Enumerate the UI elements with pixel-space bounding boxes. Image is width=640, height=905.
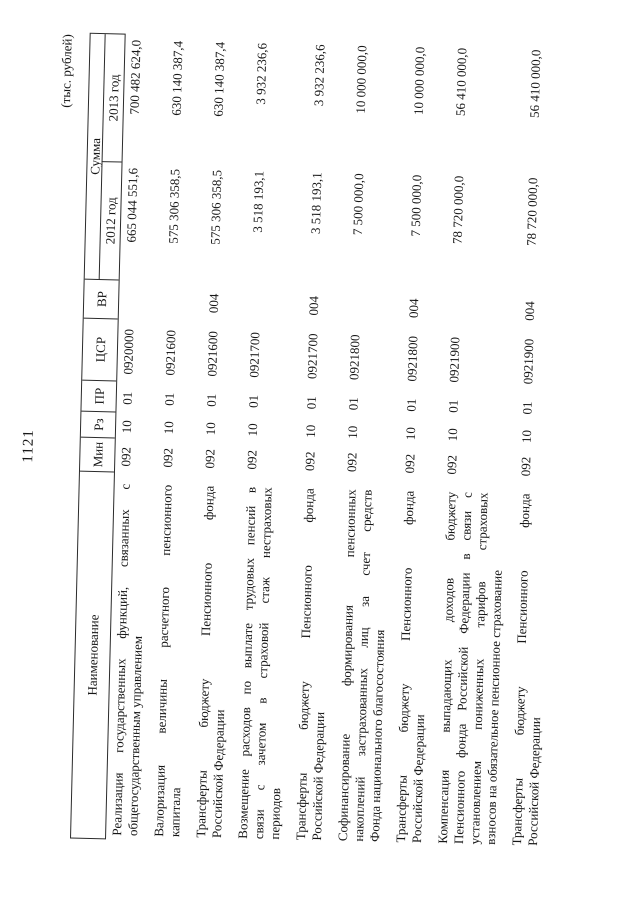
row-sum-2013: 56 410 000,0 — [526, 48, 543, 118]
row-name: Возмещение расходов по выплате трудовых … — [234, 486, 283, 840]
row-min-code: 092 — [301, 450, 318, 471]
row-rz-code: 10 — [444, 427, 460, 441]
row-rz-code: 10 — [118, 419, 134, 433]
row-rz-code: 10 — [402, 426, 418, 440]
row-min-code: 092 — [201, 448, 218, 469]
row-pr-code: 01 — [303, 395, 319, 409]
row-name: Трансферты бюджету Пенсионного фонда Росс… — [192, 485, 227, 838]
row-pr-code: 01 — [403, 398, 419, 412]
row-name: Валоризация величины расчетного пенсионн… — [150, 484, 183, 837]
row-min-code: 092 — [443, 454, 459, 475]
row-name: Трансферты бюджету Пенсионного фонда Росс… — [392, 489, 427, 843]
row-pr-code: 01 — [519, 400, 535, 415]
row-sum-2012: 3 518 193,1 — [249, 170, 266, 233]
row-csr-code: 0921800 — [345, 333, 362, 380]
row-csr-code: 0921900 — [445, 336, 462, 383]
row-pr-code: 01 — [245, 394, 261, 408]
row-sum-2013: 10 000 000,0 — [352, 44, 369, 114]
row-name: Софинансирование формирования пенсионных… — [334, 488, 387, 842]
row-csr-code: 0921800 — [403, 335, 420, 382]
units-note: (тыс. рублей) — [57, 33, 75, 108]
row-sum-2012: 7 500 000,0 — [349, 172, 366, 235]
row-sum-2012: 3 518 193,1 — [307, 171, 324, 234]
row-vr-code: 004 — [521, 300, 537, 321]
row-sum-2013: 3 932 236,6 — [252, 42, 269, 105]
row-sum-2013: 56 410 000,0 — [452, 47, 469, 116]
header-pr: ПР — [80, 380, 116, 412]
row-vr-code: 004 — [205, 292, 221, 313]
row-name: Трансферты бюджету Пенсионного фонда Росс… — [292, 487, 327, 841]
row-csr-code: 0921700 — [303, 332, 320, 379]
row-vr-code: 004 — [305, 295, 321, 316]
row-rz-code: 10 — [202, 421, 218, 435]
header-year-2012: 2012 год — [98, 161, 122, 281]
row-name: Компенсация выпадающих доходов бюджету Пе… — [434, 491, 505, 845]
page-number: 1121 — [19, 428, 37, 463]
row-sum-2012: 78 720 000,0 — [523, 176, 540, 246]
row-csr-code: 0921700 — [245, 331, 262, 378]
row-sum-2012: 7 500 000,0 — [407, 174, 424, 237]
row-sum-2012: 665 044 551,6 — [123, 167, 140, 243]
table-body: Реализация государственных функций, связ… — [105, 33, 567, 850]
row-vr-code — [447, 289, 448, 328]
row-pr-code: 01 — [203, 393, 219, 407]
row-rz-code: 10 — [160, 420, 176, 434]
header-vr: ВР — [83, 279, 119, 320]
row-name: Трансферты бюджету Пенсионного фонда Росс… — [508, 492, 543, 846]
row-sum-2012: 78 720 000,0 — [449, 175, 466, 244]
row-csr-code: 0920000 — [119, 328, 136, 375]
row-min-code: 092 — [159, 447, 176, 468]
row-sum-2012: 575 306 358,5 — [165, 168, 182, 244]
row-csr-code: 0921600 — [161, 329, 178, 376]
row-sum-2013: 10 000 000,0 — [410, 46, 427, 115]
row-vr-code — [347, 287, 348, 326]
header-min: Мин — [79, 437, 115, 472]
row-min-code: 092 — [343, 451, 360, 472]
row-vr-code — [247, 284, 248, 323]
row-pr-code: 01 — [445, 399, 461, 413]
row-sum-2013: 630 140 387,4 — [168, 40, 186, 116]
row-pr-code: 01 — [161, 392, 177, 406]
row-name: Реализация государственных функций, связ… — [108, 483, 145, 836]
row-sum-2013: 700 482 624,0 — [126, 39, 144, 115]
row-min-code: 092 — [401, 453, 418, 474]
row-rz-code: 10 — [344, 425, 360, 439]
row-min-code: 092 — [117, 446, 134, 467]
header-csr: ЦСР — [81, 318, 118, 381]
row-csr-code: 0921900 — [519, 338, 536, 384]
row-rz-code: 10 — [518, 429, 534, 443]
row-vr-code — [121, 281, 122, 320]
row-min-code: 092 — [243, 449, 260, 470]
row-csr-code: 0921600 — [203, 330, 220, 377]
budget-table: Наименование Мин Рз ПР ЦСР ВР Сумма 2012… — [69, 32, 568, 850]
row-vr-code — [163, 282, 164, 321]
header-rz: Рз — [80, 411, 115, 438]
row-pr-code: 01 — [119, 391, 135, 405]
row-rz-code: 10 — [302, 424, 318, 438]
row-pr-code: 01 — [345, 396, 361, 410]
row-rz-code: 10 — [244, 422, 260, 437]
row-sum-2012: 575 306 358,5 — [207, 169, 224, 245]
row-sum-2013: 3 932 236,6 — [310, 43, 327, 106]
row-min-code: 092 — [517, 456, 533, 476]
row-vr-code: 004 — [405, 297, 421, 318]
header-year-2013: 2013 год — [101, 33, 125, 163]
row-sum-2013: 630 140 387,4 — [210, 41, 228, 117]
